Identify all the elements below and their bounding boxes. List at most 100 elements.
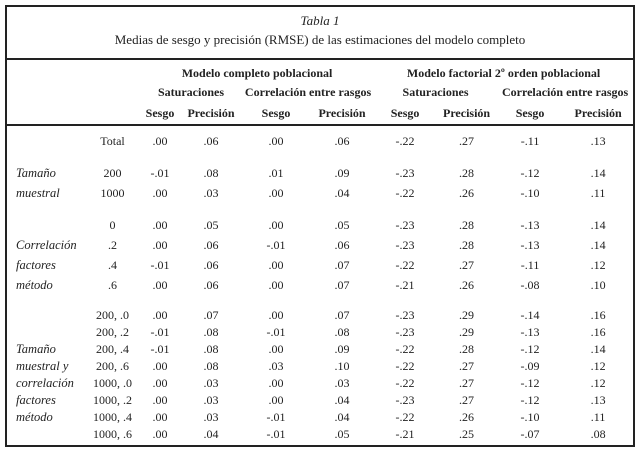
value-cell: .16 <box>590 308 606 322</box>
value-cell: -.22 <box>395 133 415 148</box>
table-row: Tamaño 200, .4 -.01 .08 .00 .09 -.22 .28 -.12 .14 <box>7 341 633 358</box>
group-label-cell <box>7 426 85 443</box>
value-cell: .06 <box>334 133 350 148</box>
row-label-cell: .6 <box>108 277 117 292</box>
value-cell: .00 <box>268 342 284 356</box>
value-cell: -.23 <box>395 325 415 339</box>
value-cell: .12 <box>590 257 606 272</box>
value-cell: -.22 <box>395 376 415 390</box>
value-cell: .00 <box>152 393 168 407</box>
value-cell: -.23 <box>395 165 415 180</box>
header-model-factorial: Modelo factorial 2º orden poblacional <box>406 66 601 80</box>
value-cell: -.22 <box>395 410 415 424</box>
header-saturaciones-2: Saturaciones <box>402 85 469 99</box>
value-cell: -.01 <box>150 325 170 339</box>
value-cell: .07 <box>334 308 350 322</box>
value-cell: -.12 <box>520 393 540 407</box>
table-frame: Tabla 1 Medias de sesgo y precisión (RMS… <box>5 5 635 447</box>
header-model-complete: Modelo completo poblacional <box>181 66 333 80</box>
value-cell: .11 <box>590 410 606 424</box>
header-sesgo-3: Sesgo <box>390 106 420 120</box>
table-row: 200, .0 .00 .07 .00 .07 -.23 .29 -.14 .16 <box>7 307 633 324</box>
group-label-cell: Correlación <box>16 237 77 252</box>
section-gap <box>7 151 633 163</box>
value-cell: .00 <box>268 185 284 200</box>
value-cell: -.23 <box>395 217 415 232</box>
table-row: factores .4 -.01 .06 .00 .07 -.22 .27 -.11 .12 <box>7 255 633 275</box>
value-cell: .09 <box>334 342 350 356</box>
value-cell: .13 <box>590 393 606 407</box>
value-cell: .00 <box>268 277 284 292</box>
value-cell: .13 <box>590 133 606 148</box>
value-cell: .06 <box>203 237 219 252</box>
value-cell: .09 <box>334 165 350 180</box>
value-cell: .03 <box>334 376 350 390</box>
value-cell: .04 <box>203 427 219 441</box>
group-label-cell: muestral y <box>16 359 69 373</box>
value-cell: -.10 <box>520 410 540 424</box>
header-row-metrics: Sesgo Precisión Sesgo Precisión Sesgo Pr… <box>7 100 633 125</box>
value-cell: -.01 <box>266 237 286 252</box>
section-gap-cell <box>7 151 633 163</box>
value-cell: .00 <box>152 133 168 148</box>
value-cell: .00 <box>268 376 284 390</box>
value-cell: .06 <box>203 257 219 272</box>
header-precision-2: Precisión <box>318 106 366 120</box>
value-cell: .28 <box>459 237 475 252</box>
value-cell: .03 <box>203 410 219 424</box>
header-sesgo-4: Sesgo <box>515 106 545 120</box>
header-precision-4: Precisión <box>574 106 622 120</box>
value-cell: -.13 <box>520 325 540 339</box>
table-row: 1000, .6 .00 .04 -.01 .05 -.21 .25 -.07 .08 <box>7 426 633 443</box>
row-label-cell: 200, .2 <box>96 325 129 339</box>
header-spacer <box>7 81 140 100</box>
row-label-cell: 1000 <box>100 185 125 200</box>
group-label-cell <box>7 125 85 151</box>
value-cell: .29 <box>459 308 475 322</box>
value-cell: .03 <box>203 393 219 407</box>
value-cell: .00 <box>152 410 168 424</box>
value-cell: .06 <box>203 277 219 292</box>
value-cell: .26 <box>459 277 475 292</box>
header-sesgo-2: Sesgo <box>261 106 291 120</box>
table-row: Correlación .2 .00 .06 -.01 .06 -.23 .28 -.13 .14 <box>7 235 633 255</box>
header-spacer <box>7 60 140 81</box>
value-cell: .01 <box>268 165 284 180</box>
value-cell: -.22 <box>395 342 415 356</box>
table-row: muestral y 200, .6 .00 .08 .03 .10 -.22 .27 -.09… <box>7 358 633 375</box>
value-cell: .03 <box>203 185 219 200</box>
value-cell: .08 <box>203 359 219 373</box>
value-cell: -.07 <box>520 427 540 441</box>
value-cell: -.09 <box>520 359 540 373</box>
results-table: Modelo completo poblacional Modelo facto… <box>7 60 634 443</box>
value-cell: -.01 <box>150 165 170 180</box>
section-gap-cell <box>7 295 633 307</box>
group-label-cell: Tamaño <box>16 342 56 356</box>
value-cell: .08 <box>203 325 219 339</box>
value-cell: .08 <box>334 325 350 339</box>
table-body: Total .00.06.00.06 -.22.27 -.11.13 Tamaño 200… <box>7 125 633 443</box>
value-cell: .14 <box>590 342 606 356</box>
value-cell: .04 <box>334 185 350 200</box>
value-cell: .04 <box>334 393 350 407</box>
value-cell: .28 <box>459 342 475 356</box>
row-label-cell: 1000, .4 <box>93 410 132 424</box>
value-cell: -.11 <box>520 257 540 272</box>
value-cell: -.22 <box>395 257 415 272</box>
value-cell: .08 <box>203 342 219 356</box>
value-cell: -.22 <box>395 359 415 373</box>
value-cell: .16 <box>590 325 606 339</box>
row-label-cell: 1000, .2 <box>93 393 132 407</box>
header-row-subgroups: Saturaciones Correlación entre rasgos Sa… <box>7 81 633 100</box>
value-cell: .00 <box>152 217 168 232</box>
group-label-cell <box>7 324 85 341</box>
value-cell: .00 <box>268 133 284 148</box>
table-row: Tamaño 200 -.01 .08 .01 .09 -.23 .28 -.12 .14 <box>7 163 633 183</box>
row-label-cell: Total <box>100 133 125 148</box>
value-cell: -.13 <box>520 217 540 232</box>
value-cell: .00 <box>152 277 168 292</box>
table-title-block: Tabla 1 Medias de sesgo y precisión (RMS… <box>7 7 633 60</box>
header-precision-1: Precisión <box>187 106 235 120</box>
group-label-cell: muestral <box>16 185 60 200</box>
group-label-cell: Tamaño <box>16 165 56 180</box>
